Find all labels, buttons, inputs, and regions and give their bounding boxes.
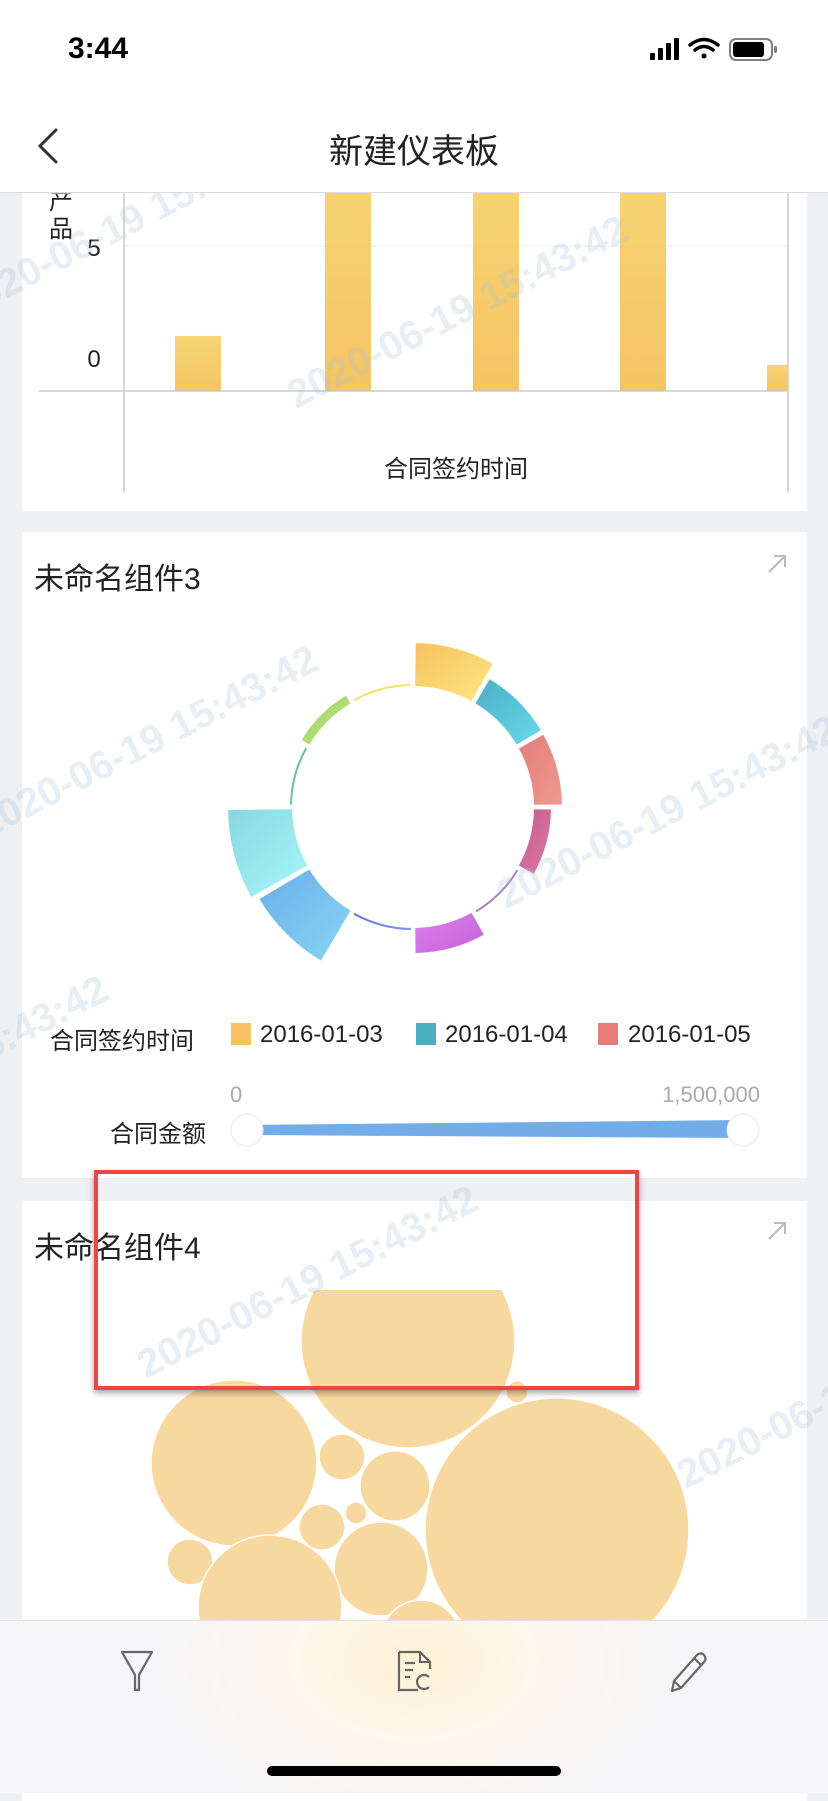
card-title: 未命名组件4 [34, 1232, 201, 1265]
donut-segment[interactable] [472, 866, 522, 916]
bubble[interactable] [333, 1521, 429, 1617]
y-axis-title: 产品 [45, 188, 73, 244]
chevron-left-icon[interactable] [36, 128, 60, 164]
legend-swatch [598, 1023, 618, 1045]
header: 3:44 新建仪表板 [0, 0, 828, 193]
bubble[interactable] [150, 1379, 318, 1547]
legend-swatch [231, 1023, 251, 1045]
bar [325, 159, 371, 391]
donut-segment[interactable] [256, 866, 354, 964]
legend-swatch [416, 1023, 436, 1045]
bar [175, 335, 221, 391]
expand-icon[interactable] [765, 1219, 789, 1243]
donut-segment[interactable] [350, 910, 413, 933]
report-refresh-icon[interactable] [396, 1649, 434, 1693]
slider-track[interactable] [247, 1120, 743, 1138]
donut-segment[interactable] [413, 640, 496, 704]
bubble[interactable] [300, 1234, 516, 1449]
bubble[interactable] [424, 1397, 690, 1662]
bar [620, 159, 666, 391]
donut-segment[interactable] [225, 807, 310, 900]
bar-chart: 2016-01-... 2016-01-... 2016-01-... 2016-01… [39, 100, 789, 493]
home-indicator [267, 1766, 561, 1776]
bar [767, 364, 788, 391]
legend-title: 合同签约时间 [50, 1028, 194, 1055]
donut-segment[interactable] [413, 910, 487, 956]
y-tick-label: 5 [87, 235, 100, 262]
status-icons [650, 37, 777, 61]
bubble[interactable] [197, 1534, 343, 1679]
donut-segment[interactable] [472, 676, 544, 748]
donut-segment[interactable] [516, 732, 565, 807]
battery-icon [729, 38, 777, 61]
donut-segment[interactable] [298, 692, 354, 748]
donut-segment[interactable] [516, 807, 554, 877]
page-title: 新建仪表板 [329, 133, 499, 171]
rose-donut-chart [225, 640, 565, 964]
slider-label: 合同金额 [110, 1121, 206, 1148]
bar [473, 159, 519, 391]
bubble[interactable] [344, 1501, 368, 1525]
bubble[interactable] [381, 1599, 461, 1680]
legend-item[interactable]: 2016-01-05 [628, 1021, 751, 1048]
range-slider[interactable] [220, 1106, 780, 1156]
donut-segment[interactable] [287, 744, 310, 807]
highlight-box [94, 1170, 639, 1390]
y-tick-label: 0 [87, 346, 100, 373]
bubbles [150, 1234, 690, 1680]
slider-handle-max[interactable] [726, 1113, 760, 1147]
donut-segment[interactable] [350, 681, 413, 704]
wifi-icon [688, 37, 720, 59]
bubble[interactable] [359, 1450, 431, 1522]
bubble[interactable] [318, 1433, 366, 1481]
legend-item[interactable]: 2016-01-03 [260, 1021, 383, 1048]
edit-pencil-icon[interactable] [668, 1649, 710, 1693]
bubble[interactable] [298, 1503, 346, 1551]
bars: 2016-01-... 2016-01-... 2016-01-... 2016-01… [175, 159, 788, 391]
legend-item[interactable]: 2016-01-04 [445, 1021, 568, 1048]
status-time: 3:44 [68, 32, 129, 65]
bottom-toolbar [0, 1620, 828, 1793]
slider-max-label: 1,500,000 [662, 1082, 760, 1107]
slider-handle-min[interactable] [230, 1113, 264, 1147]
card-title: 未命名组件3 [34, 563, 201, 596]
expand-icon[interactable] [765, 552, 789, 576]
filter-icon[interactable] [119, 1649, 155, 1693]
x-axis-title: 合同签约时间 [384, 456, 528, 483]
donut-chart-card: 未命名组件3 [22, 532, 807, 1178]
slider-min-label: 0 [230, 1082, 243, 1107]
signal-icon [650, 38, 679, 60]
